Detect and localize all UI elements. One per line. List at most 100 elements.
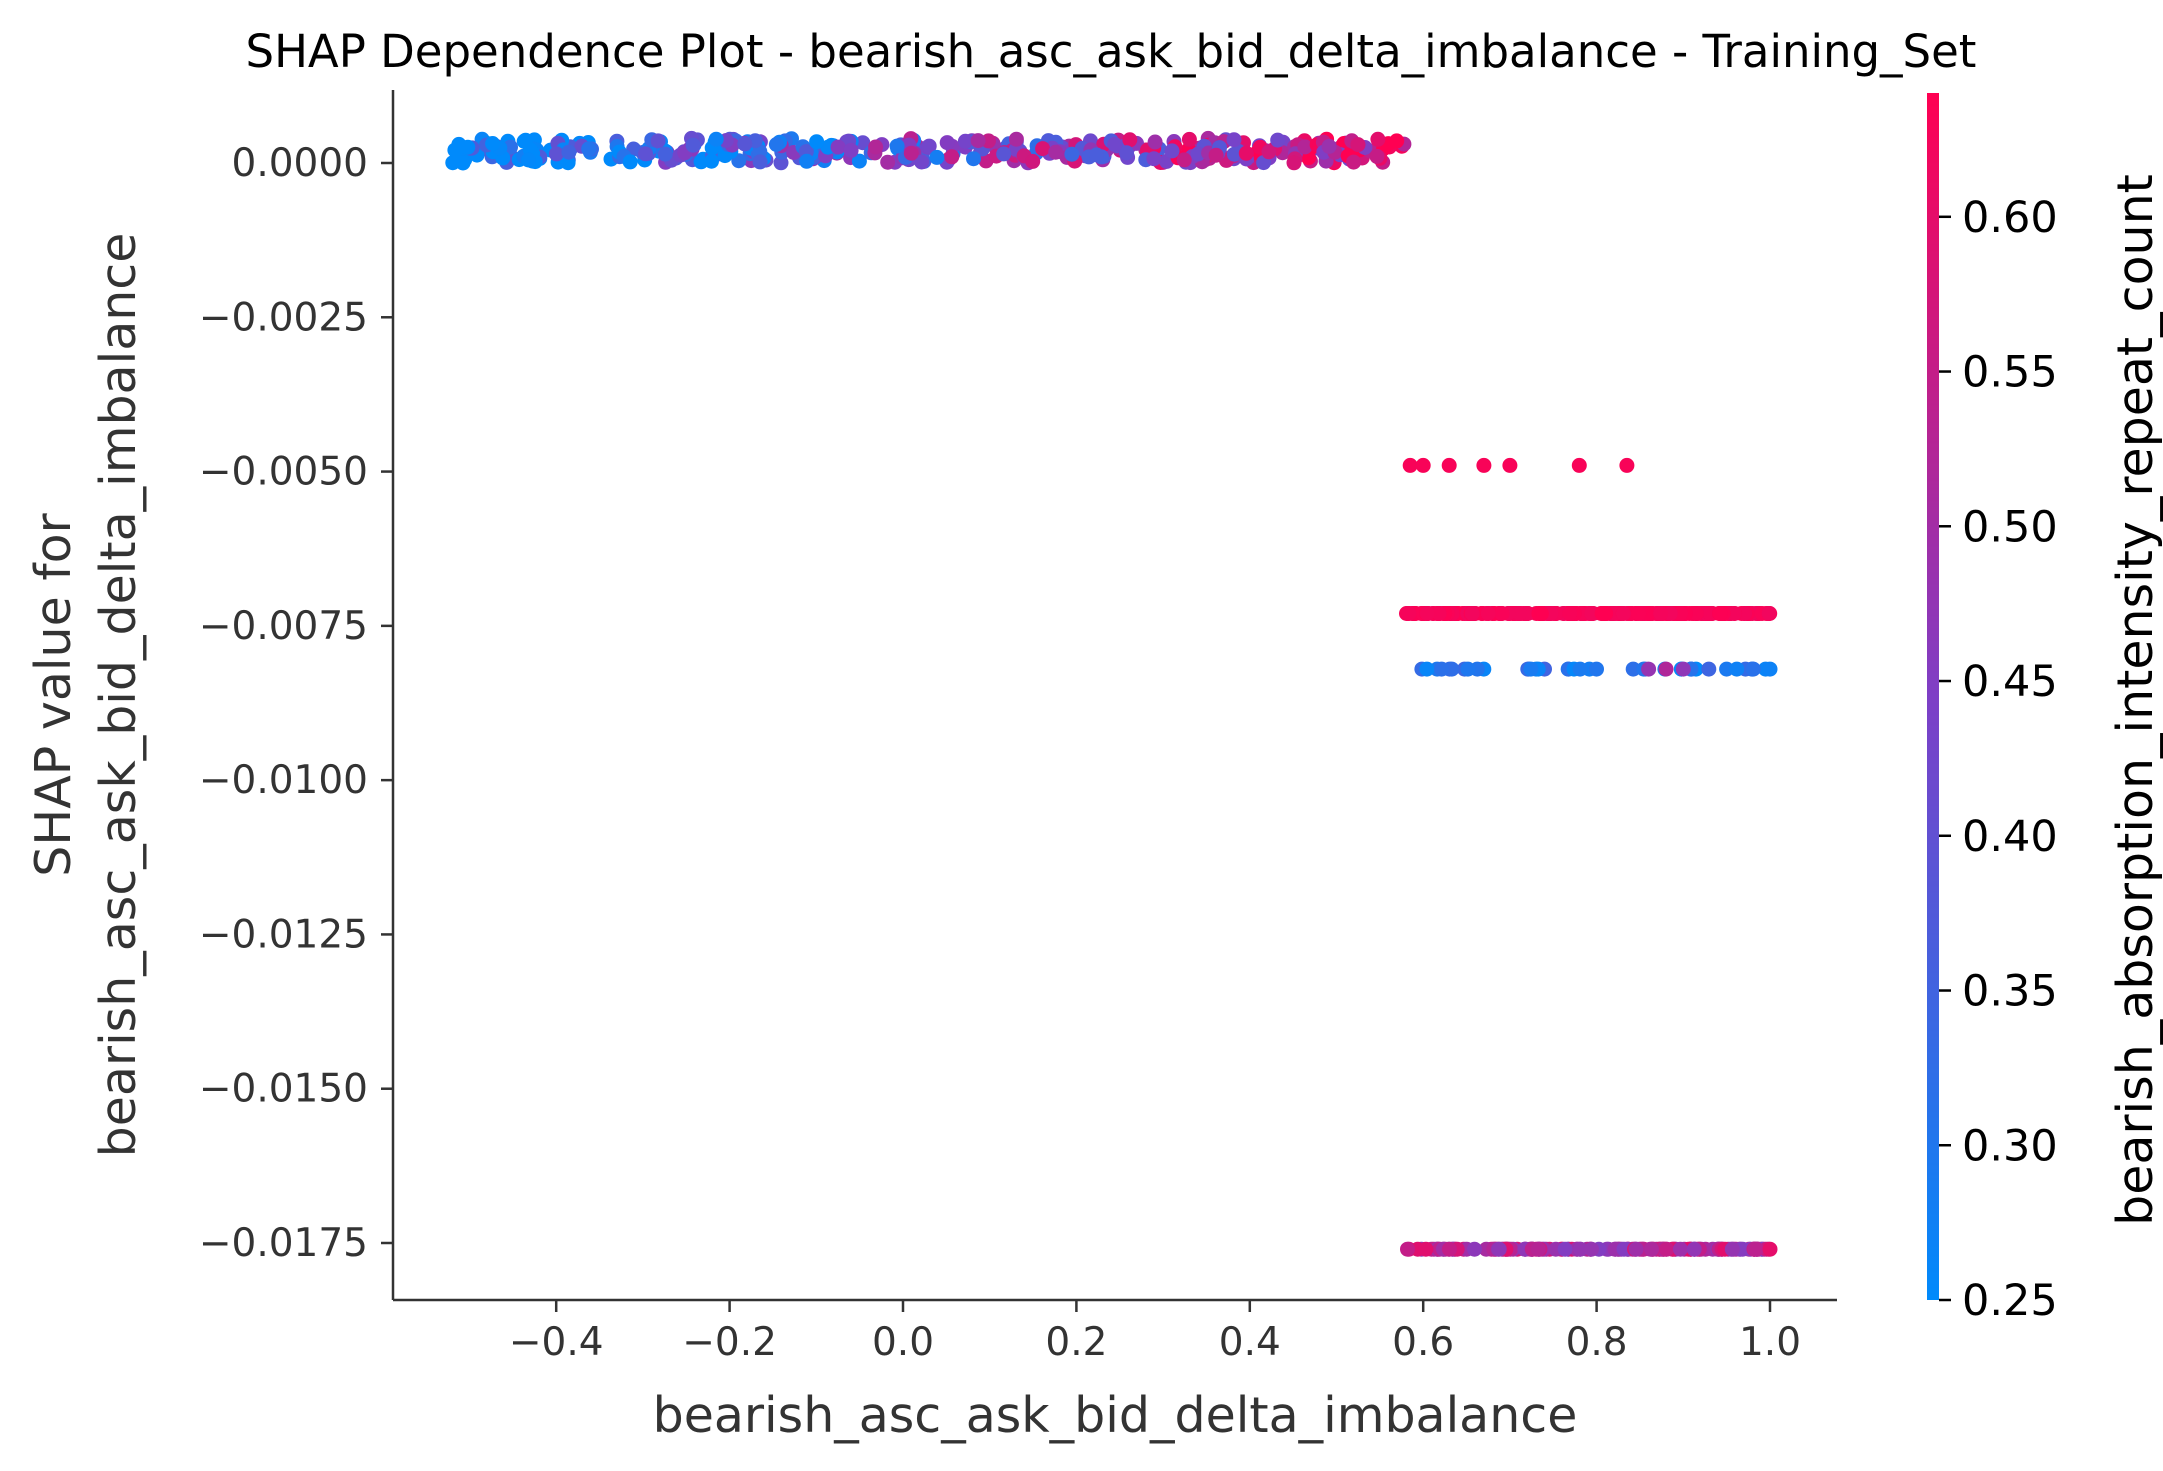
scatter-point	[1571, 457, 1587, 473]
y-axis-ticks: 0.0000 −0.0025 −0.0050 −0.0075 −0.0100 −0.012…	[199, 141, 393, 1266]
scatter-point	[1431, 606, 1447, 621]
y-tick-label: −0.0175	[199, 1221, 368, 1266]
scatter-point	[581, 141, 597, 157]
scatter-point	[966, 151, 981, 167]
x-tick-label: 0.6	[1392, 1320, 1454, 1365]
scatter-point	[1389, 133, 1405, 149]
scatter-point	[1350, 137, 1366, 153]
scatter-point	[889, 138, 905, 154]
scatter-point	[448, 142, 464, 158]
y-tick-label: −0.0050	[199, 450, 368, 495]
scatter-point	[1749, 1241, 1764, 1257]
scatter-point	[1146, 151, 1162, 167]
scatter-point	[1701, 661, 1717, 677]
scatter-point	[1729, 661, 1745, 677]
colorbar-tick-label: 0.25	[1962, 1276, 2058, 1326]
scatter-point	[1107, 136, 1123, 152]
scatter-point	[1583, 1241, 1599, 1257]
colorbar-tick-label: 0.55	[1962, 348, 2058, 398]
scatter-point	[1562, 606, 1578, 621]
scatter-point	[1418, 1241, 1434, 1257]
scatter-point	[1035, 141, 1051, 157]
scatter-point	[851, 153, 867, 169]
scatter-point	[843, 142, 859, 158]
scatter-point	[1726, 606, 1742, 621]
scatter-point	[1419, 661, 1435, 677]
x-tick-label: 1.0	[1739, 1320, 1801, 1365]
scatter-point	[1415, 457, 1431, 473]
scatter-point	[445, 155, 461, 171]
scatter-point	[460, 139, 476, 155]
scatter-point	[1119, 145, 1134, 161]
scatter-point	[1761, 606, 1777, 621]
scatter-point	[521, 152, 536, 168]
scatter-point	[1584, 606, 1600, 621]
scatter-point	[868, 139, 884, 155]
x-tick-label: 0.0	[872, 1320, 934, 1365]
scatter-point	[1238, 145, 1254, 161]
scatter-point	[799, 153, 815, 169]
scatter-point	[1147, 134, 1163, 150]
scatter-point	[1480, 606, 1496, 621]
y-tick-label: −0.0075	[199, 604, 368, 649]
x-axis-label: bearish_asc_ask_bid_delta_imbalance	[653, 1387, 1578, 1444]
scatter-point	[708, 131, 724, 147]
colorbar-ticks: 0.25 0.30 0.35 0.40 0.45 0.50 0.55 0.60	[1939, 193, 2058, 1326]
colorbar-tick-label: 0.50	[1962, 502, 2058, 552]
scatter-point	[830, 139, 846, 155]
scatter-point	[1369, 148, 1385, 164]
x-tick-label: 0.4	[1219, 1320, 1281, 1365]
scatter-point	[1402, 457, 1418, 473]
scatter-point	[1659, 1241, 1675, 1257]
scatter-point	[1572, 1241, 1588, 1257]
scatter-point	[1226, 132, 1242, 148]
scatter-point	[1181, 131, 1197, 147]
scatter-point	[1321, 138, 1337, 154]
scatter-point	[1400, 1241, 1415, 1257]
colorbar-tick-label: 0.30	[1962, 1121, 2058, 1171]
scatter-point	[485, 136, 501, 151]
scatter-point	[1434, 661, 1450, 677]
scatter-point	[1441, 1241, 1457, 1257]
scatter-point	[1164, 143, 1180, 159]
colorbar-tick-label: 0.60	[1962, 193, 2058, 243]
scatter-point	[1460, 661, 1476, 677]
scatter-point	[704, 153, 719, 169]
colorbar	[1927, 93, 1939, 1300]
scatter-point	[1089, 147, 1104, 163]
scatter-point	[1370, 131, 1386, 147]
scatter-point	[1616, 1241, 1632, 1257]
colorbar-label: bearish_absorption_intensity_repeat_coun…	[2107, 174, 2163, 1226]
scatter-point	[1008, 131, 1024, 147]
scatter-point	[1557, 1241, 1573, 1257]
scatter-point	[1594, 606, 1610, 621]
scatter-point	[855, 135, 871, 151]
scatter-point	[1745, 661, 1761, 677]
scatter-point	[914, 154, 930, 170]
scatter-point	[1176, 152, 1192, 168]
scatter-point	[1712, 606, 1728, 621]
scatter-point	[1644, 1241, 1659, 1257]
y-tick-label: −0.0100	[199, 758, 368, 803]
scatter-point	[1464, 606, 1480, 621]
scatter-point	[1441, 457, 1457, 473]
scatter-point	[1494, 606, 1510, 621]
scatter-point	[1122, 132, 1138, 148]
scatter-point	[880, 154, 896, 170]
scatter-point	[1672, 1241, 1688, 1257]
scatter-point	[622, 154, 638, 170]
scatter-point	[903, 145, 919, 161]
scatter-point	[1688, 606, 1704, 621]
scatter-point	[1467, 1241, 1482, 1257]
scatter-point	[737, 136, 753, 152]
scatter-point	[1625, 661, 1641, 677]
scatter-point	[1512, 606, 1528, 621]
scatter-point	[1615, 606, 1631, 621]
scatter-point	[921, 138, 937, 154]
scatter-point	[638, 146, 653, 162]
y-axis-label-line2: bearish_asc_ask_bid_delta_imbalance	[90, 233, 147, 1158]
scatter-point	[1533, 606, 1549, 621]
scatter-point	[561, 144, 577, 160]
scatter-point	[1762, 1241, 1778, 1257]
scatter-point	[1673, 606, 1689, 621]
